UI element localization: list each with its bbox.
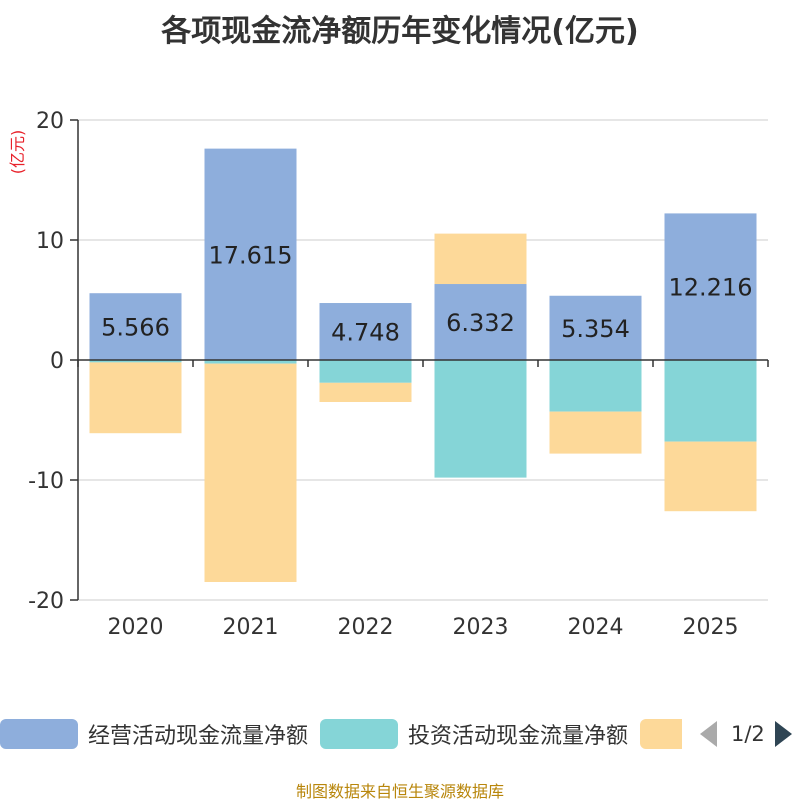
x-tick-label-2023: 2023 — [453, 615, 509, 640]
legend-item-financing[interactable] — [640, 716, 682, 752]
legend-item-investing[interactable]: 投资活动现金流量净额 — [320, 716, 628, 752]
bar-chart: 20 10 0 -10 -20 5.566 2020 17.615 2021 4.748 2022 6… — [28, 109, 769, 640]
data-label-operating-2023: 6.332 — [446, 309, 515, 337]
bar-investing-2020 — [89, 360, 182, 363]
y-tick-label: 20 — [36, 109, 64, 134]
legend-prev-page-icon[interactable] — [700, 721, 717, 747]
bar-investing-2023 — [434, 360, 527, 478]
bar-investing-2021 — [204, 360, 297, 364]
bar-investing-2022 — [319, 360, 412, 383]
legend-swatch-financing — [640, 719, 682, 749]
bar-financing-2021 — [204, 363, 297, 582]
legend-page-indicator: 1/2 — [731, 722, 765, 746]
legend-next-page-icon[interactable] — [774, 721, 792, 747]
x-tick-label-2021: 2021 — [223, 615, 279, 640]
bar-investing-2024 — [549, 360, 642, 412]
y-tick-label: 10 — [36, 229, 64, 254]
x-tick-label-2025: 2025 — [683, 615, 739, 640]
legend-swatch-investing — [320, 719, 398, 749]
data-label-operating-2025: 12.216 — [669, 274, 753, 302]
bar-financing-2025 — [664, 441, 757, 512]
legend-label-investing: 投资活动现金流量净额 — [408, 724, 629, 749]
x-tick-label-2022: 2022 — [338, 615, 394, 640]
bar-operating-2020 — [89, 293, 182, 360]
legend: 经营活动现金流量净额 投资活动现金流量净额 — [0, 716, 800, 752]
x-tick-label-2024: 2024 — [568, 615, 624, 640]
y-tick-label: -20 — [28, 589, 64, 614]
bar-financing-2023 — [434, 233, 527, 285]
bar-operating-2024 — [549, 295, 642, 360]
x-tick-label-2020: 2020 — [108, 615, 164, 640]
bar-operating-2023 — [434, 284, 527, 360]
legend-pager: 1/2 — [700, 716, 792, 752]
data-label-operating-2020: 5.566 — [101, 314, 170, 342]
data-label-operating-2024: 5.354 — [561, 315, 630, 343]
y-tick-label: 0 — [50, 349, 64, 374]
bar-operating-2021 — [204, 148, 297, 360]
y-tick-label: -10 — [28, 469, 64, 494]
data-label-operating-2022: 4.748 — [331, 319, 400, 347]
data-source-footer: 制图数据来自恒生聚源数据库 — [295, 782, 504, 801]
chart-title: 各项现金流净额历年变化情况(亿元) — [161, 14, 639, 49]
bar-operating-2022 — [319, 303, 412, 360]
bar-financing-2024 — [549, 411, 642, 454]
bar-financing-2020 — [89, 362, 182, 434]
legend-item-operating[interactable]: 经营活动现金流量净额 — [0, 716, 308, 752]
legend-swatch-operating — [0, 719, 78, 749]
bar-investing-2025 — [664, 360, 757, 442]
data-label-operating-2021: 17.615 — [209, 241, 293, 269]
legend-label-operating: 经营活动现金流量净额 — [88, 724, 309, 749]
bar-financing-2022 — [319, 382, 412, 402]
bar-operating-2025 — [664, 213, 757, 360]
